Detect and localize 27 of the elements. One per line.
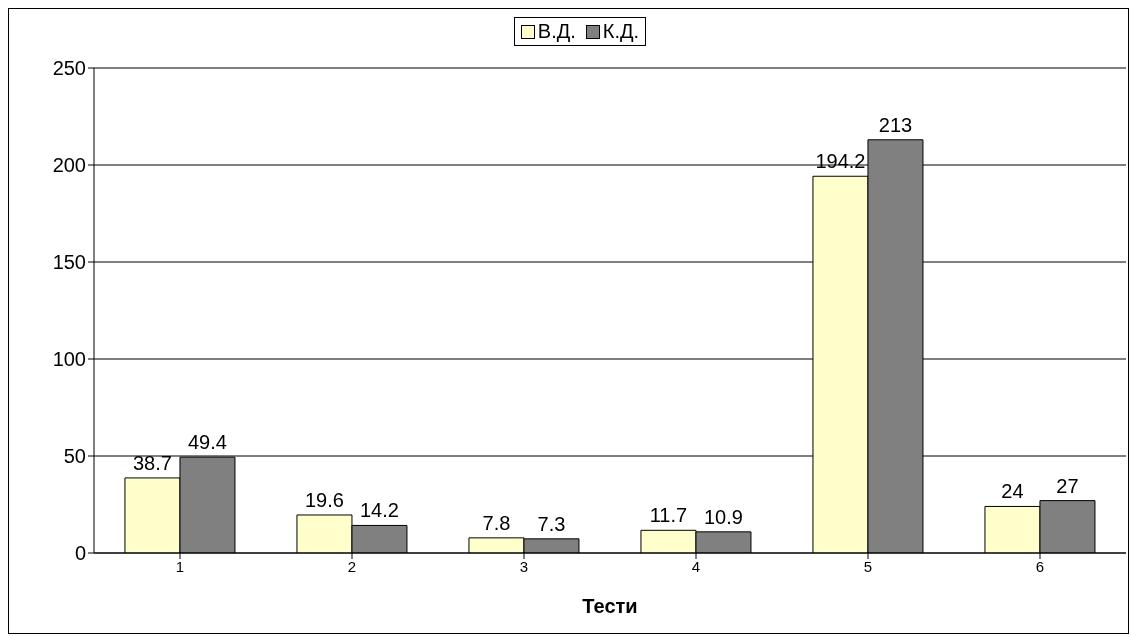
x-tick-label: 3	[519, 557, 529, 575]
y-tick-label: 50	[63, 445, 86, 468]
y-tick-label: 100	[52, 348, 86, 371]
y-tick-label: 150	[52, 251, 86, 274]
data-label: 49.4	[187, 431, 227, 454]
data-label: 38.7	[132, 451, 172, 474]
x-tick-label: 4	[691, 557, 701, 575]
data-label: 19.6	[304, 488, 344, 511]
data-label: 213	[878, 113, 913, 136]
y-tick-label: 200	[52, 154, 86, 177]
data-label: 27	[1056, 474, 1079, 497]
x-tick-label: 6	[1035, 557, 1045, 575]
legend-label: К.Д.	[602, 20, 640, 43]
data-label: 14.2	[359, 499, 399, 522]
x-tick-label: 1	[175, 557, 185, 575]
x-tick-label: 2	[347, 557, 357, 575]
data-label: 194.2	[815, 150, 866, 173]
data-label: 24	[1001, 480, 1024, 503]
data-label: 7.8	[482, 511, 511, 534]
x-tick-label: 5	[863, 557, 873, 575]
x-axis-title: Тести	[582, 595, 638, 617]
data-label: 10.9	[703, 505, 743, 528]
data-label: 7.3	[537, 512, 566, 535]
data-label: 11.7	[649, 504, 688, 527]
y-tick-label: 0	[74, 542, 86, 565]
y-tick-label: 250	[52, 57, 86, 80]
legend-label: В.Д.	[537, 20, 576, 43]
